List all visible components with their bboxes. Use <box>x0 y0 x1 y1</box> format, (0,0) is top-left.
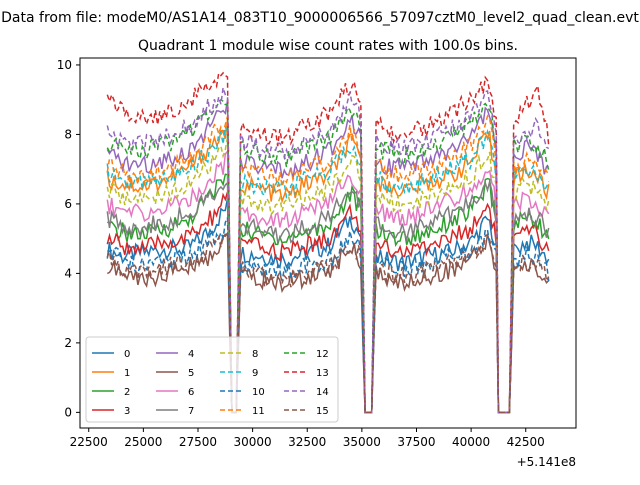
legend-label: 1 <box>124 368 130 379</box>
x-tick-label: 25000 <box>124 435 162 449</box>
x-tick-label: 32500 <box>288 435 326 449</box>
series-line-6 <box>106 149 550 414</box>
x-tick-label: 37500 <box>397 435 435 449</box>
x-tick-label: 30000 <box>234 435 272 449</box>
y-axis: 0 2 4 6 8 10 <box>57 58 80 419</box>
legend-label: 13 <box>316 368 329 379</box>
x-tick-label: 27500 <box>179 435 217 449</box>
series-line-12 <box>106 98 550 414</box>
series-line-7 <box>106 181 550 414</box>
series-line-0 <box>106 198 550 414</box>
x-tick-label: 35000 <box>343 435 381 449</box>
series-line-15 <box>106 233 550 414</box>
chart-title: Quadrant 1 module wise count rates with … <box>138 38 518 54</box>
series-line-2 <box>107 173 550 414</box>
legend-label: 2 <box>124 387 130 398</box>
legend-label: 3 <box>124 406 130 417</box>
legend-label: 11 <box>252 406 265 417</box>
x-tick-label: 22500 <box>70 435 108 449</box>
y-tick-label: 6 <box>64 197 72 211</box>
legend-frame <box>85 336 339 423</box>
y-tick-label: 2 <box>64 336 72 350</box>
series-line-13 <box>106 71 550 414</box>
x-axis: 22500 25000 27500 30000 32500 35000 37500 40000… <box>70 428 545 449</box>
series-line-4 <box>106 100 549 414</box>
legend-label: 14 <box>316 387 329 398</box>
legend-label: 4 <box>188 349 194 360</box>
y-tick-label: 10 <box>57 58 72 72</box>
figure-suptitle: Data from file: modeM0/AS1A14_083T10_900… <box>1 10 639 26</box>
legend-label: 6 <box>188 387 194 398</box>
y-tick-label: 8 <box>64 127 72 141</box>
legend-label: 5 <box>188 368 194 379</box>
legend-label: 12 <box>316 349 329 360</box>
series-line-3 <box>106 191 550 414</box>
series-line-1 <box>106 119 550 414</box>
x-tick-label: 42500 <box>507 435 545 449</box>
y-tick-label: 4 <box>64 266 72 280</box>
series-line-14 <box>106 87 550 414</box>
series-line-11 <box>106 114 550 414</box>
legend-label: 10 <box>252 387 265 398</box>
legend-label: 7 <box>188 406 194 417</box>
x-tick-label: 40000 <box>452 435 490 449</box>
y-tick-label: 0 <box>64 405 72 419</box>
series-line-8 <box>106 137 550 414</box>
axes-frame <box>79 57 577 429</box>
legend-label: 9 <box>252 368 258 379</box>
series-layer <box>106 71 550 414</box>
x-axis-offset-label: +5.141e8 <box>517 455 576 469</box>
legend-label: 8 <box>252 349 258 360</box>
legend-label: 15 <box>316 406 329 417</box>
series-line-9 <box>106 126 550 414</box>
legend-label: 0 <box>124 349 130 360</box>
